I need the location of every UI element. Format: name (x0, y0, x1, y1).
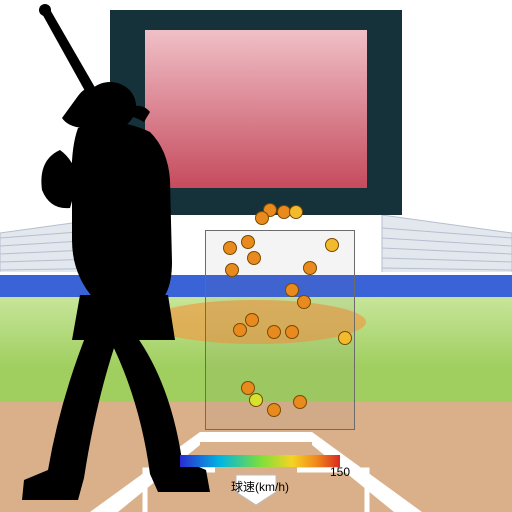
pitch-marker (233, 323, 247, 337)
pitch-marker (249, 393, 263, 407)
pitch-marker (297, 295, 311, 309)
velocity-axis-label: 球速(km/h) (170, 478, 350, 495)
pitch-marker (285, 325, 299, 339)
velocity-ticks: 100 150 (170, 465, 350, 479)
pitch-marker (325, 238, 339, 252)
pitch-marker (303, 261, 317, 275)
velocity-legend: 100 150 球速(km/h) (170, 455, 350, 495)
pitch-marker (225, 263, 239, 277)
pitch-marker (223, 241, 237, 255)
tick-min: 100 (170, 465, 190, 479)
pitch-marker (255, 211, 269, 225)
pitch-marker (245, 313, 259, 327)
pitch-marker (241, 235, 255, 249)
pitch-marker (247, 251, 261, 265)
pitch-marker (293, 395, 307, 409)
pitch-marker (267, 403, 281, 417)
pitch-marker (285, 283, 299, 297)
pitch-marker (289, 205, 303, 219)
pitch-marker (267, 325, 281, 339)
pitch-marker (338, 331, 352, 345)
tick-max: 150 (330, 465, 350, 479)
